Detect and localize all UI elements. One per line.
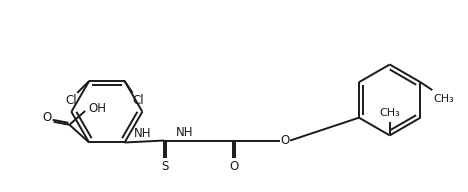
Text: OH: OH bbox=[88, 103, 106, 115]
Text: CH₃: CH₃ bbox=[434, 94, 454, 104]
Text: Cl: Cl bbox=[132, 94, 144, 107]
Text: S: S bbox=[161, 160, 168, 173]
Text: O: O bbox=[229, 160, 239, 173]
Text: NH: NH bbox=[133, 127, 151, 140]
Text: Cl: Cl bbox=[66, 94, 77, 107]
Text: CH₃: CH₃ bbox=[380, 108, 400, 118]
Text: O: O bbox=[42, 111, 51, 124]
Text: NH: NH bbox=[176, 126, 193, 139]
Text: O: O bbox=[281, 134, 290, 147]
